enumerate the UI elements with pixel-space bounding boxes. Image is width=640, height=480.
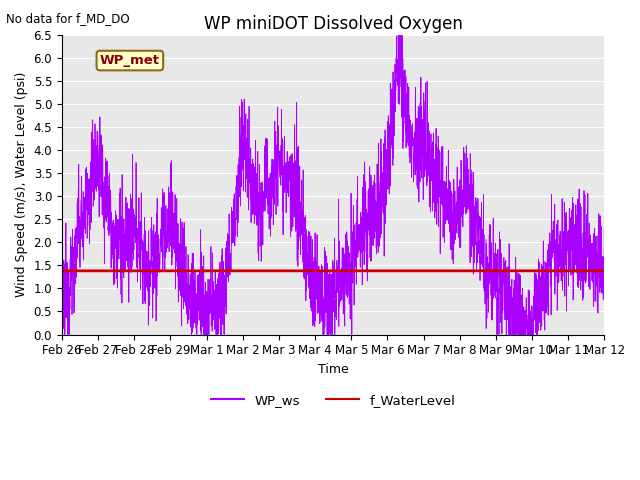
Y-axis label: Wind Speed (m/s), Water Level (psi): Wind Speed (m/s), Water Level (psi) [15,72,28,297]
Text: No data for f_MD_DO: No data for f_MD_DO [6,12,130,25]
Title: WP miniDOT Dissolved Oxygen: WP miniDOT Dissolved Oxygen [204,15,463,33]
Text: WP_met: WP_met [100,54,160,67]
Legend: WP_ws, f_WaterLevel: WP_ws, f_WaterLevel [205,388,461,412]
X-axis label: Time: Time [318,363,349,376]
